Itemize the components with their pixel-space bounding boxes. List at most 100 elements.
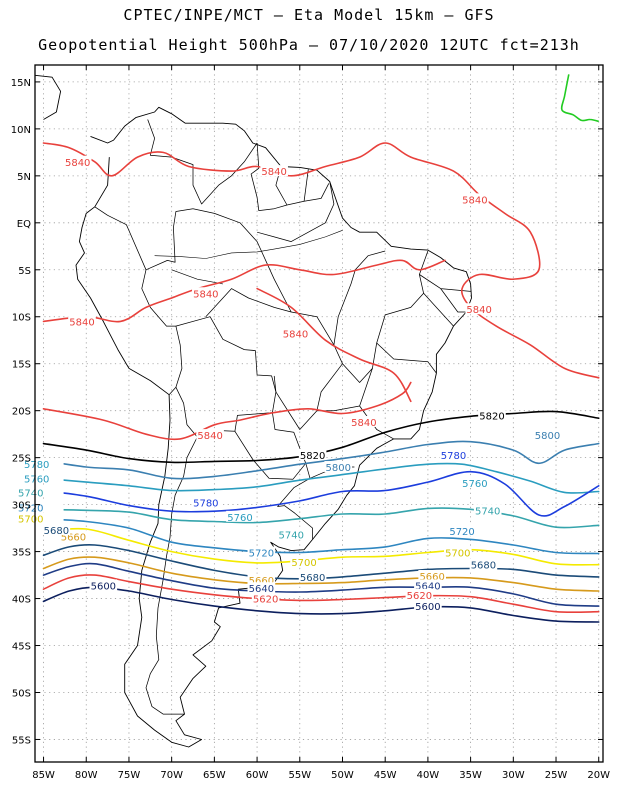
contour-label: 5720 [249, 549, 274, 560]
contour-label: 5780 [24, 460, 49, 471]
contour-label: 5640 [249, 584, 274, 595]
contour-5840 [42, 259, 446, 323]
contour-label: 5840 [193, 289, 218, 300]
lon-tick-label: 60W [246, 770, 269, 781]
contour-label: 5620 [407, 591, 432, 602]
country-border [376, 342, 437, 374]
lon-tick-label: 30W [502, 770, 525, 781]
map-title-line2: Geopotential Height 500hPa – 07/10/2020 … [38, 36, 580, 54]
contour-label-bg [414, 579, 442, 591]
contour-label-bg [281, 327, 310, 339]
contour-label: 5840 [351, 418, 376, 429]
contour-5840 [42, 381, 412, 441]
country-border [141, 269, 183, 395]
lat-tick-label: 30S [12, 501, 31, 512]
contour-label: 5680 [471, 561, 496, 572]
contour-label: 5680 [300, 573, 325, 584]
lat-tick-label: 45S [12, 642, 31, 653]
contour-label-bg [196, 429, 224, 441]
country-border [147, 119, 258, 205]
contour-5840 [42, 142, 600, 379]
country-border [145, 436, 198, 715]
contour-label-bg [473, 504, 502, 516]
contour-label: 5820 [479, 411, 504, 422]
axis-ticks: 15N 10N 5N EQ 5S 10S 15S 20S 25S 30S 35S 40S 45S 50S 5… [11, 65, 610, 781]
contour-label: 5620 [253, 595, 278, 606]
country-border [419, 274, 471, 292]
contour-green [560, 74, 599, 123]
contour-5740 [42, 507, 600, 529]
lon-tick-label: 65W [203, 770, 226, 781]
contour-label-bg [324, 461, 353, 473]
lon-tick-label: 35W [459, 770, 482, 781]
contour-label-bg [89, 579, 118, 591]
contour-label-bg [59, 530, 88, 542]
contour-label: 5640 [415, 581, 440, 592]
contour-label: 5760 [462, 479, 487, 490]
contour-label: 5840 [65, 158, 90, 169]
contour-label: 5840 [197, 431, 222, 442]
lon-tick-label: 85W [32, 770, 55, 781]
lat-tick-label: 55S [12, 735, 31, 746]
lat-tick-label: EQ [17, 219, 31, 230]
contour-label-bg [36, 472, 64, 484]
coastline [35, 74, 62, 120]
contour-label-bg [414, 600, 442, 612]
lat-tick-label: 15S [12, 360, 31, 371]
lon-tick-label: 50W [331, 770, 354, 781]
contour-label-bg [298, 448, 327, 460]
contour-label: 5740 [279, 531, 304, 542]
contour-label: 5660 [249, 576, 274, 587]
lat-tick-label: 50S [12, 688, 31, 699]
contour-label-bg [465, 303, 493, 315]
height-contours [42, 74, 600, 623]
contour-label-bg [36, 458, 64, 470]
contour-label-bg [418, 570, 446, 582]
contour-label: 5820 [300, 451, 325, 462]
contour-label: 5740 [475, 506, 500, 517]
country-border [192, 208, 292, 313]
contour-label: 5660 [61, 533, 86, 544]
contour-label-bg [260, 165, 288, 177]
map-title-line1: CPTEC/INPE/MCT – Eta Model 15km – GFS [123, 6, 495, 24]
contour-label: 5720 [449, 527, 474, 538]
contour-label: 5740 [18, 488, 43, 499]
contour-5700 [42, 527, 600, 566]
lat-tick-label: 40S [12, 595, 31, 606]
contour-label-bg [247, 573, 276, 585]
contour-label-bg [478, 409, 506, 421]
contour-5800 [42, 440, 600, 480]
contour-label-bg [277, 528, 306, 540]
land-outlines [35, 74, 472, 748]
lat-tick-label: 15N [11, 78, 31, 89]
country-border [175, 316, 277, 438]
river [154, 230, 343, 259]
lon-tick-label: 80W [75, 770, 98, 781]
country-border [273, 363, 343, 430]
contour-label-bg [247, 582, 276, 594]
contour-5720 [42, 517, 600, 555]
contour-label-bg [63, 155, 92, 167]
contour-label: 5600 [91, 581, 116, 592]
lon-tick-label: 25W [545, 770, 568, 781]
contour-label: 5840 [261, 167, 286, 178]
country-border [257, 181, 335, 242]
contour-label-bg [192, 496, 220, 508]
contour-label-bg [350, 415, 378, 427]
river [171, 269, 223, 285]
contour-label: 5840 [466, 305, 491, 316]
contour-5620 [42, 574, 600, 614]
country-border [423, 293, 454, 327]
contour-label-bg [290, 555, 318, 567]
contour-5640 [42, 562, 600, 607]
contour-label-bg [298, 570, 327, 582]
contour-label: 5840 [462, 195, 487, 206]
contour-labels: 5840 5840 5840 5840 5840 5840 5840 5840 5840 5820… [18, 155, 562, 613]
contour-label-bg [461, 477, 489, 489]
contour-label: 5760 [24, 474, 49, 485]
contour-label: 5720 [18, 503, 43, 514]
country-border [250, 142, 330, 211]
contour-label-bg [42, 523, 71, 535]
lon-tick-label: 70W [160, 770, 183, 781]
